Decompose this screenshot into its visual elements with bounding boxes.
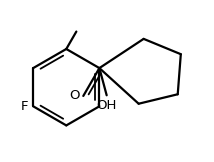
Text: F: F (21, 100, 28, 113)
Text: OH: OH (97, 99, 117, 112)
Text: O: O (69, 89, 79, 102)
